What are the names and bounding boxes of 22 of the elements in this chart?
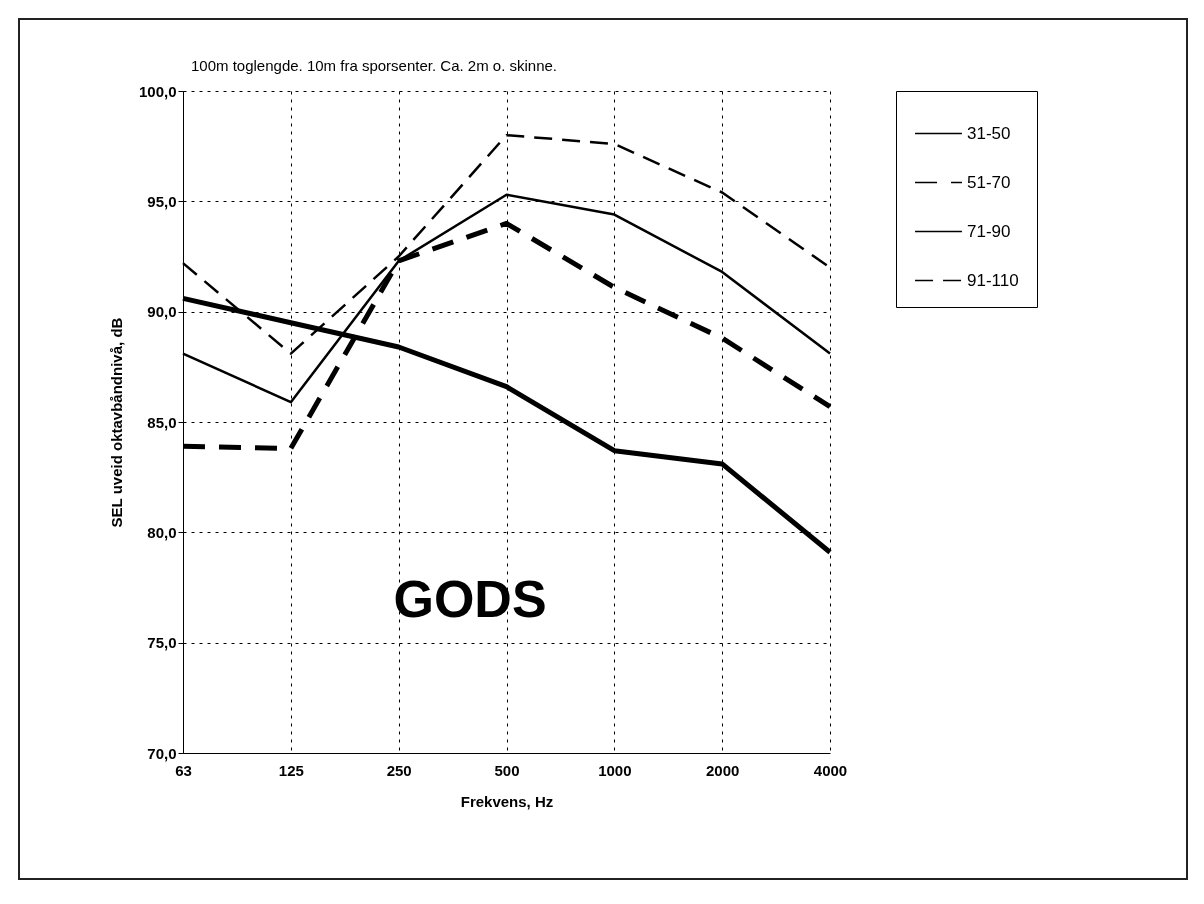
y-tick-label: 75,0 — [147, 634, 177, 652]
y-tick-label: 100,0 — [138, 82, 177, 100]
legend-label: 31-50 — [967, 123, 1011, 143]
legend-label: 51-70 — [967, 172, 1011, 192]
y-tick-label: 80,0 — [147, 523, 177, 541]
x-tick-label: 63 — [175, 761, 192, 779]
y-tick-label: 90,0 — [147, 303, 177, 321]
legend-label: 71-90 — [967, 221, 1011, 241]
x-tick-label: 250 — [386, 761, 412, 779]
x-tick-label: 4000 — [813, 761, 848, 779]
chart-title: 100m toglengde. 10m fra sporsenter. Ca. 2m o. skinne. — [191, 57, 558, 74]
y-tick-label: 95,0 — [147, 192, 177, 210]
x-axis-title: Frekvens, Hz — [460, 792, 554, 810]
x-tick-label: 125 — [278, 761, 304, 779]
x-tick-label: 2000 — [705, 761, 740, 779]
y-tick-label: 70,0 — [147, 744, 177, 762]
x-tick-label: 1000 — [598, 761, 632, 779]
annotation: GODS — [393, 570, 547, 628]
x-tick-label: 500 — [494, 761, 520, 779]
y-tick-label: 85,0 — [147, 413, 177, 431]
legend-label: 91-110 — [967, 270, 1019, 290]
y-axis-title: SEL uveid oktavbåndnivå, dB — [107, 317, 125, 528]
